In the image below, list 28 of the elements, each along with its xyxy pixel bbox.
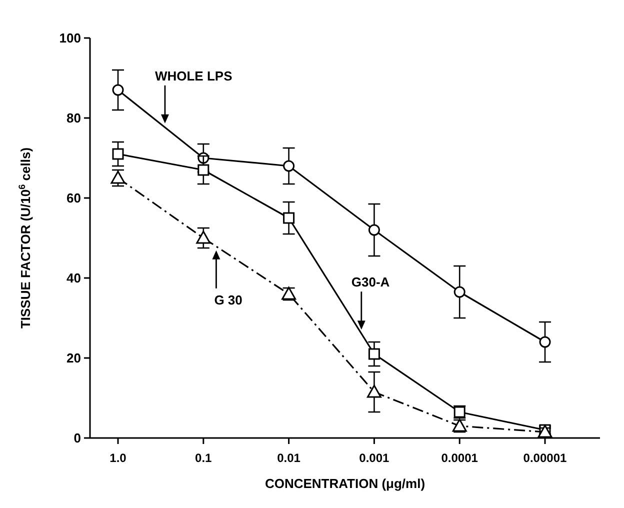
y-tick-label: 20 (66, 350, 81, 366)
point (368, 348, 380, 360)
point (196, 230, 211, 244)
x-tick-label: 0.00001 (523, 451, 568, 465)
annotation: WHOLE LPS (154, 68, 233, 84)
y-tick-label: 40 (66, 270, 81, 286)
point (283, 212, 295, 224)
point (454, 286, 466, 298)
x-tick-label: 0.01 (277, 451, 301, 465)
y-tick-label: 0 (74, 430, 81, 446)
point (198, 164, 210, 176)
point (366, 384, 382, 398)
y-tick-label: 80 (66, 110, 81, 126)
point (283, 160, 295, 172)
x-tick-label: 1.0 (110, 451, 127, 465)
annotation: G30-A (351, 274, 390, 290)
point (368, 224, 380, 236)
point (112, 148, 124, 160)
point (539, 336, 551, 348)
y-tick-label: 60 (66, 190, 81, 206)
y-tick-label: 100 (59, 30, 81, 46)
x-tick-label: 0.001 (359, 451, 390, 465)
point (110, 170, 126, 184)
x-tick-label: 0.0001 (441, 451, 478, 465)
x-axis-title: CONCENTRATION (μg/ml) (264, 476, 426, 491)
annotation: G 30 (214, 292, 242, 308)
point (112, 84, 124, 96)
x-tick-label: 0.1 (195, 451, 212, 465)
